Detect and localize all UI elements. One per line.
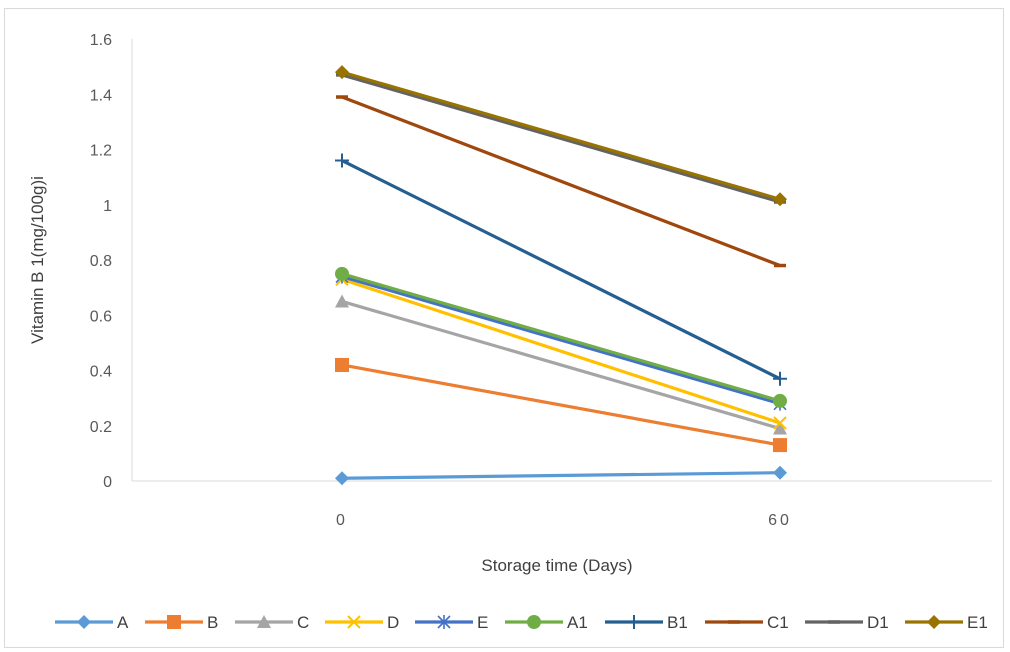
y-tick-label: 1 (103, 198, 112, 215)
series-line (341, 95, 781, 268)
data-point (773, 438, 787, 453)
data-point (335, 357, 349, 372)
series-c1 (336, 95, 786, 268)
data-point (335, 266, 349, 281)
x-axis-ticks: 0 60 (336, 512, 792, 529)
y-tick-label: 0.6 (90, 308, 112, 325)
data-point (773, 421, 787, 435)
legend-label: A1 (567, 613, 588, 632)
legend-label: C (297, 613, 309, 632)
legend-item-b1: B1 (605, 613, 688, 632)
legend-label: A (117, 613, 129, 632)
series-line (341, 159, 781, 381)
y-tick-label: 0.8 (90, 253, 112, 270)
legend-label: D1 (867, 613, 889, 632)
data-point (335, 153, 349, 168)
legend-marker (347, 615, 361, 629)
legend-label: D (387, 613, 399, 632)
series-line (341, 73, 781, 204)
y-axis-title: Vitamin B 1(mg/100g)i (28, 176, 47, 344)
legend-label: B1 (667, 613, 688, 632)
y-tick-label: 0.4 (90, 364, 112, 381)
data-point (773, 465, 787, 480)
legend-marker (257, 615, 271, 628)
plot-area (131, 39, 992, 482)
legend-label: B (207, 613, 218, 632)
series-line (341, 277, 781, 425)
legend-marker (77, 615, 91, 629)
series-c (335, 294, 787, 435)
y-tick-label: 1.6 (90, 32, 112, 49)
legend-marker (627, 615, 641, 629)
legend-marker (167, 615, 181, 629)
legend-marker (927, 615, 941, 629)
legend-item-e: E (415, 613, 488, 632)
series-layer (335, 65, 787, 486)
legend-item-c: C (235, 613, 309, 632)
series-line (341, 299, 781, 431)
series-b1 (335, 153, 787, 386)
series-line (341, 275, 781, 406)
legend-item-e1: E1 (905, 613, 988, 632)
data-point (773, 393, 787, 408)
series-line (341, 471, 781, 480)
data-point (335, 471, 349, 486)
data-point (335, 65, 349, 80)
legend-marker (437, 615, 451, 629)
series-line (341, 70, 781, 201)
series-line (341, 363, 781, 447)
legend-item-b: B (145, 613, 218, 632)
legend-item-d: D (325, 613, 399, 632)
series-b (335, 357, 787, 453)
y-tick-label: 0.2 (90, 419, 112, 436)
legend-label: E1 (967, 613, 988, 632)
data-point (773, 192, 787, 207)
y-axis-ticks: 0 0.2 0.4 0.6 0.8 1 1.2 1.4 1.6 (90, 32, 112, 491)
legend-marker (527, 615, 541, 629)
legend-item-a: A (55, 613, 129, 632)
legend-label: E (477, 613, 488, 632)
legend-item-a1: A1 (505, 613, 588, 632)
chart-frame: 0 0.2 0.4 0.6 0.8 1 1.2 1.4 1.6 0 60 Vitamin B 1(… (4, 8, 1004, 648)
data-point (335, 294, 349, 308)
data-point (773, 371, 787, 386)
x-axis-title: Storage time (Days) (481, 556, 632, 575)
legend-item-c1: C1 (705, 613, 789, 632)
series-a1 (335, 266, 787, 408)
y-tick-label: 1.4 (90, 87, 112, 104)
series-line (341, 272, 781, 403)
y-tick-label: 1.2 (90, 143, 112, 160)
y-tick-label: 0 (103, 474, 112, 491)
line-chart: 0 0.2 0.4 0.6 0.8 1 1.2 1.4 1.6 0 60 Vitamin B 1(… (28, 32, 992, 632)
x-tick-label: 60 (768, 512, 792, 529)
series-e1 (335, 65, 787, 207)
series-a (335, 465, 787, 486)
legend-label: C1 (767, 613, 789, 632)
legend-item-d1: D1 (805, 613, 889, 632)
legend: A B C D E A1 B1 C1 D1 E1 (55, 613, 988, 632)
data-point (773, 416, 787, 430)
x-tick-label: 0 (336, 512, 348, 529)
